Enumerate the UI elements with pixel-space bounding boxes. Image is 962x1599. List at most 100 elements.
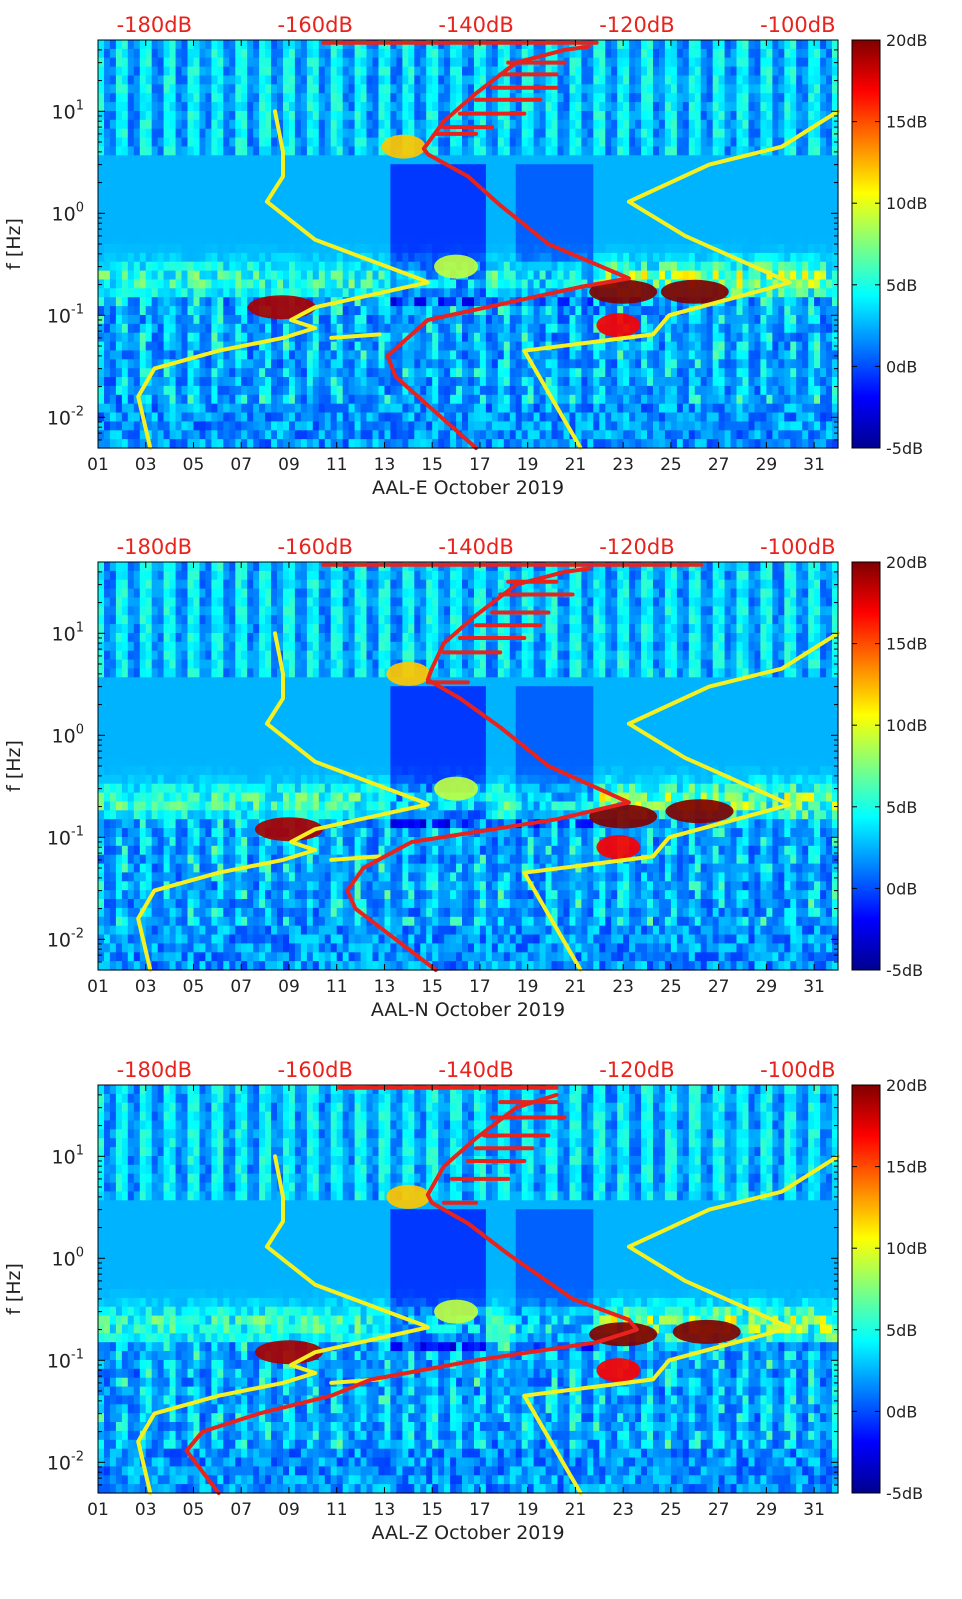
heatmap-cell xyxy=(688,403,696,414)
heatmap-cell xyxy=(98,252,105,263)
heatmap-cell xyxy=(569,57,577,68)
heatmap-cell xyxy=(115,421,123,431)
heatmap-cell xyxy=(736,279,744,289)
heatmap-cell xyxy=(235,244,242,254)
heatmap-cell xyxy=(593,297,600,307)
heatmap-cell xyxy=(688,66,696,77)
heatmap-cell xyxy=(151,297,159,307)
heatmap-cell xyxy=(533,350,541,360)
heatmap-cell xyxy=(497,350,505,360)
heatmap-cell xyxy=(491,323,499,334)
heatmap-cell xyxy=(163,111,171,121)
heatmap-cell xyxy=(736,40,744,50)
heatmap-cell xyxy=(157,315,165,325)
heatmap-cell xyxy=(169,288,177,298)
heatmap-cell xyxy=(670,102,678,112)
heatmap-cell xyxy=(659,155,666,165)
heatmap-cell xyxy=(485,226,493,236)
heatmap-cell xyxy=(151,288,159,298)
heatmap-cell xyxy=(163,235,171,245)
heatmap-cell xyxy=(497,226,505,236)
heatmap-cell xyxy=(503,226,511,236)
heatmap-cell xyxy=(426,173,433,183)
heatmap-cell xyxy=(688,119,696,130)
heatmap-cell xyxy=(676,137,684,148)
heatmap-cell xyxy=(712,199,720,210)
heatmap-cell xyxy=(145,244,153,254)
heatmap-cell xyxy=(694,270,702,281)
heatmap-cell xyxy=(539,439,547,449)
heatmap-cell xyxy=(390,190,397,201)
heatmap-cell xyxy=(575,412,582,422)
heatmap-cell xyxy=(509,430,517,440)
heatmap-cell xyxy=(617,394,624,405)
heatmap-cell xyxy=(235,350,242,360)
heatmap-cell xyxy=(682,128,690,139)
heatmap-cell xyxy=(456,306,463,316)
heatmap-cell xyxy=(670,297,678,307)
heatmap-cell xyxy=(109,102,117,112)
heatmap-cell xyxy=(444,359,451,369)
heatmap-cell xyxy=(420,128,427,139)
heatmap-cell xyxy=(700,208,708,218)
heatmap-cell xyxy=(324,421,332,431)
heatmap-cell xyxy=(462,332,469,343)
heatmap-cell xyxy=(503,279,511,289)
heatmap-cell xyxy=(121,430,129,440)
heatmap-cell xyxy=(617,181,624,192)
heatmap-cell xyxy=(474,84,481,94)
heatmap-cell xyxy=(468,84,475,94)
heatmap-cell xyxy=(635,359,642,369)
heatmap-cell xyxy=(390,261,397,272)
heatmap-cell xyxy=(336,102,344,112)
heatmap-cell xyxy=(706,119,714,130)
heatmap-cell xyxy=(605,412,612,422)
heatmap-cell xyxy=(169,226,177,236)
heatmap-cell xyxy=(694,84,702,94)
heatmap-cell xyxy=(694,377,702,387)
heatmap-cell xyxy=(342,137,350,148)
heatmap-cell xyxy=(360,350,368,360)
heatmap-cell xyxy=(348,297,356,307)
heatmap-cell xyxy=(581,394,588,405)
heatmap-cell xyxy=(223,199,230,210)
heatmap-cell xyxy=(647,75,654,85)
heatmap-cell xyxy=(527,421,535,431)
heatmap-cell xyxy=(730,164,738,174)
heatmap-cell xyxy=(366,279,374,289)
heatmap-cell xyxy=(664,40,672,50)
heatmap-cell xyxy=(289,111,296,121)
heatmap-cell xyxy=(605,119,612,130)
heatmap-cell xyxy=(235,111,242,121)
heatmap-cell xyxy=(730,84,738,94)
heatmap-cell xyxy=(670,270,678,281)
heatmap-cell xyxy=(670,385,678,396)
heatmap-cell xyxy=(109,164,117,174)
heatmap-cell xyxy=(241,377,248,387)
heatmap-cell xyxy=(605,385,612,396)
heatmap-cell xyxy=(366,146,374,156)
heatmap-cell xyxy=(432,119,439,130)
heatmap-cell xyxy=(163,93,171,103)
heatmap-cell xyxy=(300,323,308,334)
heatmap-cell xyxy=(127,279,135,289)
heatmap-cell xyxy=(468,137,475,148)
heatmap-cell xyxy=(235,297,242,307)
heatmap-cell xyxy=(104,421,111,431)
heatmap-cell xyxy=(217,173,224,183)
heatmap-cell xyxy=(509,235,517,245)
heatmap-cell xyxy=(277,359,284,369)
heatmap-cell xyxy=(318,332,326,343)
heatmap-cell xyxy=(563,226,571,236)
heatmap-cell xyxy=(485,57,493,68)
heatmap-cell xyxy=(593,190,600,201)
heatmap-cell xyxy=(509,146,517,156)
heatmap-cell xyxy=(581,146,588,156)
heatmap-cell xyxy=(193,75,201,85)
heatmap-cell xyxy=(515,261,523,272)
heatmap-cell xyxy=(330,173,338,183)
heatmap-cell xyxy=(366,128,374,139)
heatmap-cell xyxy=(670,412,678,422)
heatmap-cell xyxy=(354,359,362,369)
heatmap-cell xyxy=(718,341,726,352)
